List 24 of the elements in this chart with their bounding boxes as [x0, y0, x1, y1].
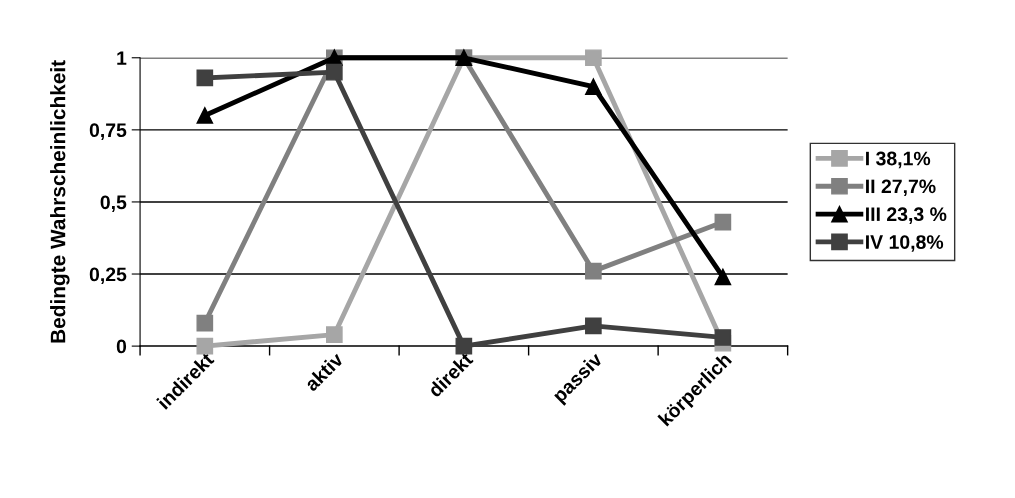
y-tick-label: 0 — [116, 339, 127, 354]
point — [196, 69, 214, 87]
point — [585, 78, 602, 95]
legend-label: IV 10,8% — [866, 235, 944, 252]
y-tick-label: 0,25 — [89, 267, 127, 285]
point — [585, 317, 602, 335]
y-axis-title: Bedingte Wahrscheinlichkeit — [50, 60, 70, 343]
point — [326, 63, 343, 81]
y-tick-label: 0,75 — [89, 123, 127, 140]
point — [585, 262, 602, 280]
point — [196, 314, 214, 332]
y-tick-label: 1 — [117, 51, 127, 65]
point — [326, 326, 343, 343]
point — [714, 268, 732, 286]
point — [196, 337, 214, 355]
y-tick-label: 0,5 — [100, 195, 127, 212]
point — [714, 329, 732, 346]
legend-label: III 23,3 % — [866, 207, 947, 224]
point — [455, 337, 473, 355]
legend-label: I 38,1% — [866, 151, 931, 169]
point — [196, 107, 214, 124]
point — [585, 49, 602, 67]
legend-label: II 27,7% — [866, 179, 936, 197]
point — [714, 213, 732, 231]
